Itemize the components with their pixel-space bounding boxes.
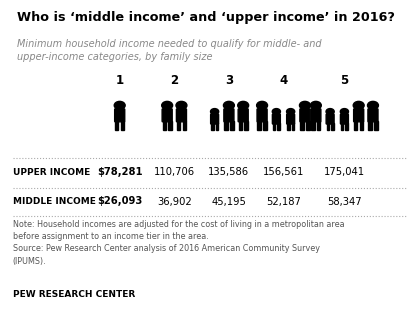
Text: Who is ‘middle income’ and ‘upper income’ in 2016?: Who is ‘middle income’ and ‘upper income… [17,11,395,24]
Text: 5: 5 [340,74,349,87]
Text: 4: 4 [279,74,288,87]
Text: 3: 3 [225,74,233,87]
Text: UPPER INCOME: UPPER INCOME [13,167,90,177]
Text: 45,195: 45,195 [211,197,247,206]
Text: $26,093: $26,093 [97,197,142,206]
Text: MIDDLE INCOME: MIDDLE INCOME [13,197,95,206]
Text: 52,187: 52,187 [266,197,301,206]
Text: 1: 1 [116,74,124,87]
Text: Minimum household income needed to qualify for middle- and
upper-income categori: Minimum household income needed to quali… [17,39,321,62]
Text: PEW RESEARCH CENTER: PEW RESEARCH CENTER [13,290,135,299]
Text: 110,706: 110,706 [154,167,195,177]
Text: 36,902: 36,902 [157,197,192,206]
Text: 58,347: 58,347 [327,197,362,206]
Text: 135,586: 135,586 [208,167,249,177]
Text: $78,281: $78,281 [97,167,142,177]
Text: 2: 2 [170,74,178,87]
Text: 175,041: 175,041 [324,167,365,177]
Text: 156,561: 156,561 [263,167,304,177]
Text: Note: Household incomes are adjusted for the cost of living in a metropolitan ar: Note: Household incomes are adjusted for… [13,220,344,266]
